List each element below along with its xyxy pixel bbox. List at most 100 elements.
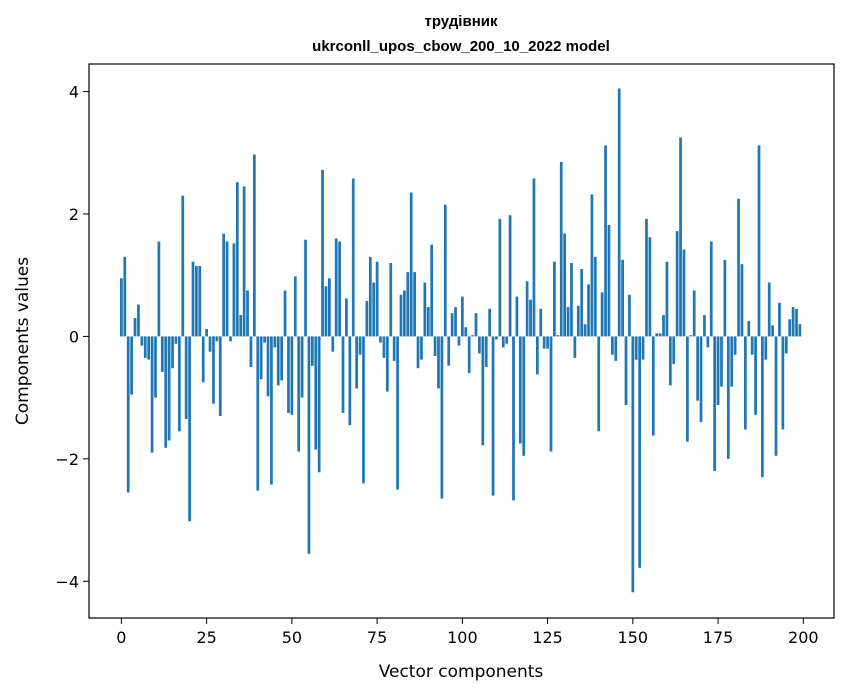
bar-86 [413, 272, 416, 337]
bar-171 [703, 314, 706, 337]
bar-129 [559, 161, 563, 337]
bar-122 [536, 336, 539, 375]
bar-94 [440, 336, 444, 499]
bar-27 [212, 336, 215, 404]
bar-7 [143, 336, 147, 358]
bar-164 [679, 137, 682, 337]
bar-140 [597, 336, 601, 432]
bar-118 [522, 336, 526, 456]
bar-21 [191, 261, 195, 337]
bar-131 [566, 307, 570, 337]
bar-99 [457, 336, 461, 346]
bar-160 [665, 261, 669, 337]
x-tick-label-6: 150 [618, 628, 649, 647]
bar-39 [253, 154, 256, 337]
bar-176 [720, 336, 723, 387]
y-axis: −4 −2 0 2 4 [55, 83, 89, 591]
bar-110 [495, 336, 498, 340]
bar-59 [321, 169, 324, 337]
bar-18 [181, 195, 185, 337]
bar-66 [345, 298, 348, 337]
bar-15 [171, 336, 174, 369]
bar-120 [529, 299, 532, 337]
bar-53 [300, 336, 304, 398]
bar-103 [471, 335, 474, 337]
bar-184 [747, 321, 751, 337]
bar-70 [358, 336, 362, 355]
x-axis-label: Vector components [379, 662, 544, 682]
x-tick-label-3: 75 [367, 628, 387, 647]
bar-49 [287, 336, 290, 413]
bar-96 [447, 336, 451, 366]
bar-88 [420, 336, 423, 360]
bar-159 [662, 314, 665, 337]
x-tick-label-2: 50 [282, 628, 302, 647]
bar-72 [365, 300, 369, 337]
bar-92 [433, 336, 437, 356]
bar-106 [481, 336, 485, 446]
bar-73 [368, 256, 372, 337]
bar-172 [706, 336, 710, 348]
bar-135 [580, 269, 584, 337]
bar-101 [464, 327, 468, 337]
bar-87 [416, 336, 420, 369]
bar-199 [798, 324, 802, 337]
bar-163 [675, 231, 679, 337]
bar-142 [604, 145, 607, 337]
chart-title-line1: трудівник [425, 13, 498, 30]
bar-26 [208, 336, 212, 352]
bar-40 [256, 336, 260, 491]
bar-2 [126, 336, 130, 493]
bar-56 [310, 336, 314, 366]
bar-10 [154, 336, 157, 398]
bar-22 [195, 266, 198, 337]
bar-35 [239, 314, 243, 337]
bar-38 [249, 336, 253, 368]
bar-190 [767, 282, 771, 337]
bar-20 [188, 336, 191, 522]
bar-48 [283, 290, 287, 337]
bar-52 [297, 336, 301, 452]
x-tick-label-4: 100 [447, 628, 478, 647]
bar-124 [542, 336, 546, 349]
bar-33 [232, 243, 236, 337]
bar-154 [645, 218, 648, 337]
bar-8 [147, 336, 151, 360]
bar-145 [614, 336, 618, 361]
bar-197 [791, 307, 795, 337]
bar-112 [501, 336, 505, 348]
bar-32 [229, 336, 232, 342]
bar-5 [137, 304, 140, 337]
bar-173 [709, 241, 713, 337]
bar-82 [399, 294, 403, 337]
bar-174 [713, 336, 717, 472]
bar-178 [726, 336, 730, 459]
bar-75 [375, 261, 379, 337]
bar-42 [263, 336, 266, 343]
bar-166 [686, 336, 689, 442]
bar-126 [549, 336, 553, 452]
bar-78 [385, 336, 389, 392]
bar-109 [491, 336, 495, 496]
bar-148 [624, 336, 628, 405]
bar-196 [788, 319, 792, 337]
bar-134 [576, 305, 580, 337]
bar-17 [177, 336, 181, 432]
bar-170 [699, 336, 703, 423]
bar-71 [362, 336, 365, 484]
bar-161 [668, 336, 672, 386]
bar-16 [174, 336, 178, 344]
bar-37 [246, 290, 249, 337]
bar-137 [587, 284, 590, 337]
bar-61 [328, 278, 331, 337]
plot-frame [88, 63, 835, 619]
bar-43 [266, 336, 270, 397]
bar-152 [638, 336, 642, 568]
bar-14 [167, 336, 171, 441]
bars-group [120, 88, 802, 593]
x-tick-label-7: 175 [703, 628, 734, 647]
bar-119 [525, 281, 529, 337]
bar-41 [259, 336, 263, 380]
bar-114 [508, 215, 512, 337]
bar-69 [355, 336, 359, 389]
